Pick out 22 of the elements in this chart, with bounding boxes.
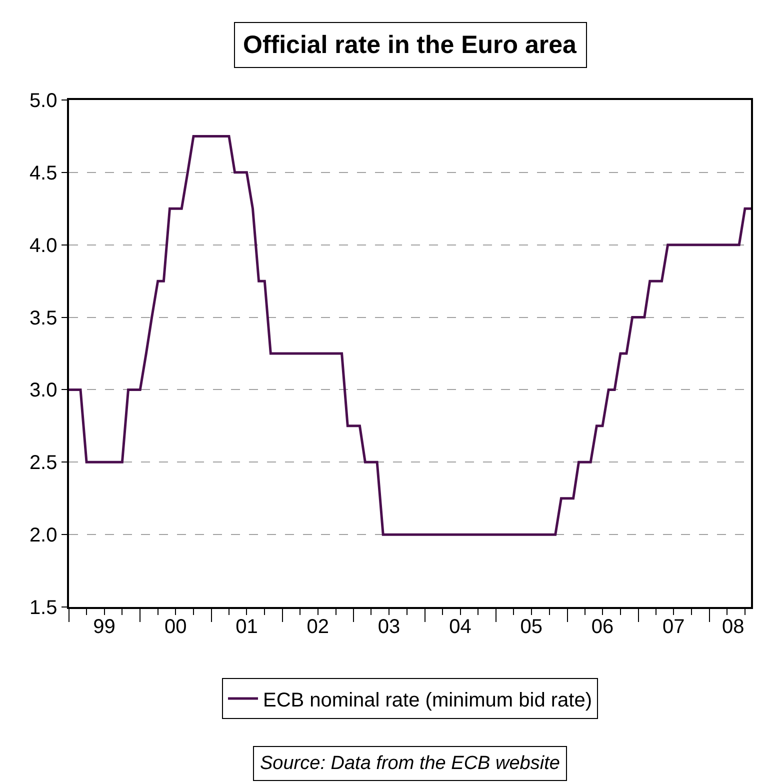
y-tick-label: 2.0 <box>29 524 58 547</box>
x-tick-label: 08 <box>722 616 744 638</box>
x-tick-label: 05 <box>520 616 543 638</box>
x-tick-label: 01 <box>236 616 258 638</box>
chart-title: Official rate in the Euro area <box>243 31 578 59</box>
y-tick-label: 4.5 <box>29 162 58 184</box>
y-tick-label: 1.5 <box>29 597 58 619</box>
x-tick-label: 06 <box>591 616 614 638</box>
x-tick-label: 03 <box>378 616 400 638</box>
x-tick-label: 00 <box>164 616 187 638</box>
x-tick-label: 07 <box>662 616 685 638</box>
x-tick-label: 04 <box>449 616 472 638</box>
y-tick-label: 5.0 <box>29 90 58 112</box>
y-tick-label: 3.0 <box>29 380 58 402</box>
source-note: Source: Data from the ECB website <box>260 753 560 774</box>
legend-label: ECB nominal rate (minimum bid rate) <box>263 689 592 712</box>
x-tick-label: 99 <box>93 616 116 638</box>
line-series <box>69 134 751 536</box>
x-tick-label: 02 <box>306 616 329 638</box>
y-tick-label: 4.0 <box>29 234 58 257</box>
y-tick-label: 2.5 <box>29 452 58 474</box>
y-tick-label: 3.5 <box>29 307 58 330</box>
